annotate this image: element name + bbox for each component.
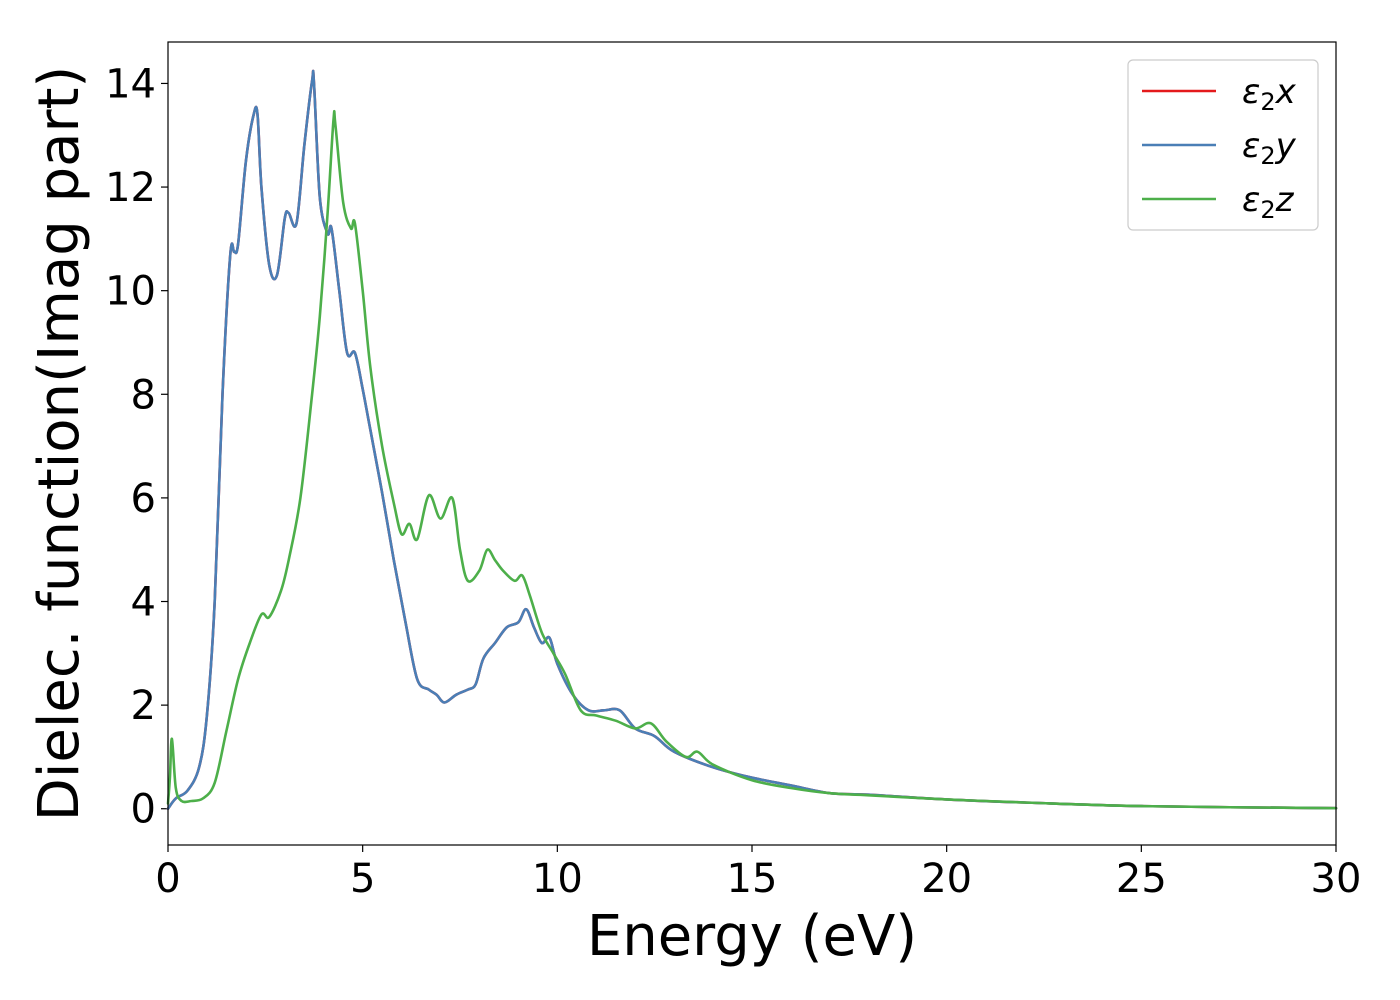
legend-label-y: ε2y: [1242, 126, 1297, 170]
x-tick-label: 25: [1116, 856, 1167, 902]
y-tick-label: 12: [105, 165, 156, 211]
y-axis-title: Dielec. function(Imag part): [27, 66, 92, 822]
series-layer: [166, 69, 1338, 810]
x-tick-label: 20: [921, 856, 972, 902]
x-axis-title: Energy (eV): [587, 904, 917, 969]
y-tick-label: 4: [131, 580, 156, 626]
legend-label-z: ε2z: [1242, 180, 1295, 224]
y-tick-label: 14: [105, 61, 156, 107]
x-tick-label: 15: [727, 856, 778, 902]
y-tick-label: 8: [131, 372, 156, 418]
y-tick-label: 2: [131, 683, 156, 729]
y-tick-label: 10: [105, 269, 156, 315]
legend-label-x: ε2x: [1242, 72, 1297, 116]
x-tick-label: 30: [1311, 856, 1362, 902]
y-tick-label: 6: [131, 476, 156, 522]
series-line-y: [166, 69, 1338, 810]
x-tick-label: 10: [532, 856, 583, 902]
series-line-z: [166, 109, 1338, 810]
legend-box: [1127, 59, 1319, 231]
x-tick-label: 0: [155, 856, 180, 902]
legend: ε2x ε2y ε2z: [1127, 59, 1319, 231]
x-tick-label: 5: [350, 856, 375, 902]
y-tick-label: 0: [131, 787, 156, 833]
ticks-layer: 0 5 10 15 20 25 30 0 2 4 6 8 10 12 14: [105, 61, 1361, 902]
plot-frame: [167, 41, 1337, 846]
